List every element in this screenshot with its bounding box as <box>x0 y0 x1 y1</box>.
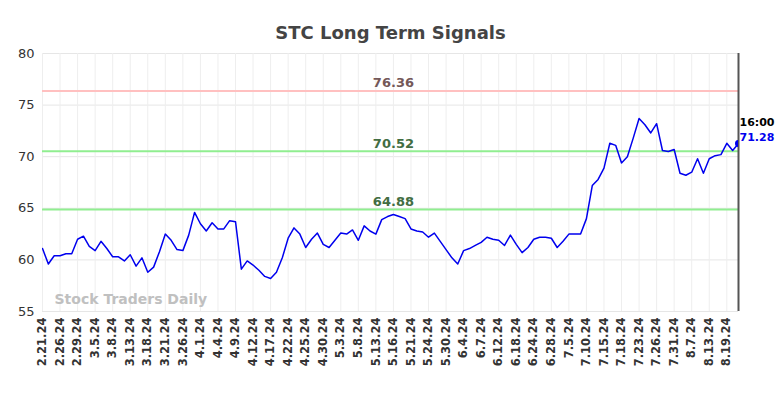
svg-text:2.21.24: 2.21.24 <box>35 318 49 367</box>
svg-text:3.5.24: 3.5.24 <box>88 318 102 359</box>
svg-text:2.29.24: 2.29.24 <box>70 318 84 367</box>
svg-text:55: 55 <box>18 304 35 319</box>
svg-text:5.24.24: 5.24.24 <box>421 318 435 367</box>
svg-text:60: 60 <box>18 252 35 267</box>
svg-text:5.21.24: 5.21.24 <box>404 318 418 367</box>
svg-text:71.28: 71.28 <box>740 131 775 144</box>
svg-text:7.23.24: 7.23.24 <box>632 318 646 367</box>
svg-text:65: 65 <box>18 200 35 215</box>
svg-text:64.88: 64.88 <box>373 194 414 209</box>
svg-text:6.12.24: 6.12.24 <box>491 318 505 367</box>
svg-text:Stock Traders Daily: Stock Traders Daily <box>55 291 208 307</box>
svg-text:70: 70 <box>18 149 35 164</box>
svg-text:4.30.24: 4.30.24 <box>316 318 330 367</box>
svg-text:2.26.24: 2.26.24 <box>53 318 67 367</box>
svg-text:7.10.24: 7.10.24 <box>579 318 593 367</box>
svg-text:3.13.24: 3.13.24 <box>123 318 137 367</box>
svg-text:6.18.24: 6.18.24 <box>509 318 523 367</box>
svg-text:7.5.24: 7.5.24 <box>562 318 576 359</box>
svg-text:5.16.24: 5.16.24 <box>386 318 400 367</box>
svg-text:5.13.24: 5.13.24 <box>369 318 383 367</box>
svg-text:3.21.24: 3.21.24 <box>158 318 172 367</box>
svg-text:6.24.24: 6.24.24 <box>526 318 540 367</box>
svg-text:8.7.24: 8.7.24 <box>684 318 698 359</box>
svg-text:3.8.24: 3.8.24 <box>105 318 119 359</box>
svg-text:70.52: 70.52 <box>373 135 414 150</box>
svg-text:8.19.24: 8.19.24 <box>719 318 733 367</box>
svg-text:76.36: 76.36 <box>373 75 414 90</box>
svg-text:8.13.24: 8.13.24 <box>702 318 716 367</box>
svg-text:7.26.24: 7.26.24 <box>649 318 663 367</box>
svg-text:4.22.24: 4.22.24 <box>281 318 295 367</box>
svg-text:6.4.24: 6.4.24 <box>456 318 470 359</box>
svg-text:6.7.24: 6.7.24 <box>474 318 488 359</box>
svg-text:3.26.24: 3.26.24 <box>176 318 190 367</box>
svg-text:16:00: 16:00 <box>740 116 775 129</box>
svg-text:5.8.24: 5.8.24 <box>351 318 365 359</box>
svg-text:4.4.24: 4.4.24 <box>211 318 225 359</box>
svg-text:3.18.24: 3.18.24 <box>140 318 154 367</box>
svg-text:7.31.24: 7.31.24 <box>667 318 681 367</box>
svg-text:STC Long Term Signals: STC Long Term Signals <box>275 22 505 43</box>
svg-text:4.17.24: 4.17.24 <box>263 318 277 367</box>
svg-text:5.3.24: 5.3.24 <box>333 318 347 359</box>
svg-text:5.30.24: 5.30.24 <box>439 318 453 367</box>
svg-text:4.12.24: 4.12.24 <box>246 318 260 367</box>
svg-text:75: 75 <box>18 97 35 112</box>
svg-text:4.9.24: 4.9.24 <box>228 318 242 359</box>
svg-text:4.25.24: 4.25.24 <box>298 318 312 367</box>
svg-text:6.28.24: 6.28.24 <box>544 318 558 367</box>
svg-text:4.1.24: 4.1.24 <box>193 318 207 359</box>
svg-text:7.15.24: 7.15.24 <box>597 318 611 367</box>
svg-text:7.18.24: 7.18.24 <box>614 318 628 367</box>
svg-text:80: 80 <box>18 46 35 61</box>
